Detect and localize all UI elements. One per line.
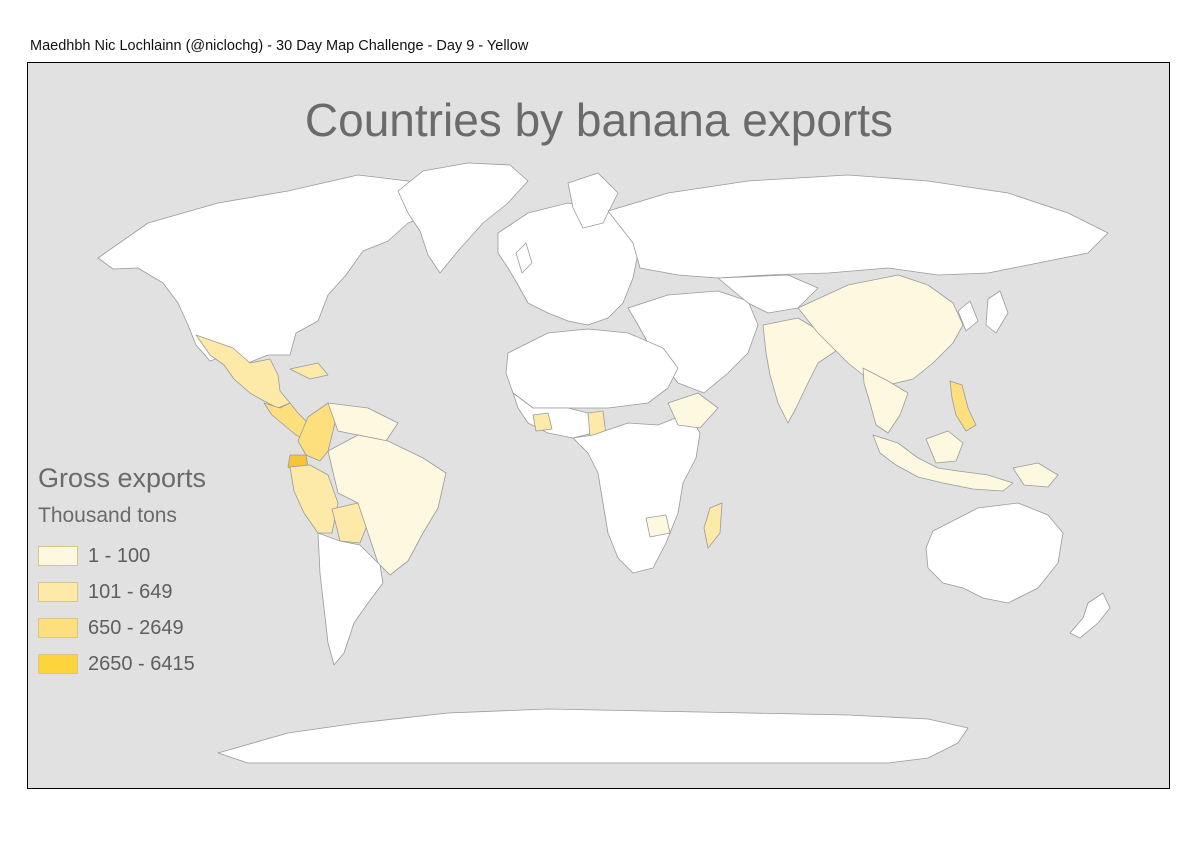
australia <box>925 502 1064 604</box>
legend-item: 101 - 649 <box>38 574 258 610</box>
venezuela-guyanas <box>327 402 399 442</box>
southern-cone <box>317 532 384 666</box>
madagascar <box>703 502 723 549</box>
legend-subtitle: Thousand tons <box>38 504 177 527</box>
legend-title: Gross exports <box>38 463 207 493</box>
bolivia <box>331 502 369 544</box>
british-isles <box>515 242 533 274</box>
antarctica <box>217 708 969 764</box>
map-frame: Countries by banana exports Gross export… <box>27 62 1170 789</box>
map-title: Countries by banana exports <box>304 94 894 146</box>
legend-item: 2650 - 6415 <box>38 646 258 682</box>
russia <box>607 174 1109 279</box>
world-map <box>97 162 1111 764</box>
caribbean-islands <box>289 362 329 380</box>
legend-swatch <box>38 546 78 566</box>
legend-label: 2650 - 6415 <box>88 652 195 675</box>
legend-label: 1 - 100 <box>88 544 151 567</box>
cote-divoire <box>532 412 553 432</box>
brazil <box>327 434 447 576</box>
legend-label: 650 - 2649 <box>88 616 184 639</box>
legend-item: 1 - 100 <box>38 538 258 574</box>
greenland <box>397 162 529 274</box>
new-zealand <box>1069 592 1111 639</box>
mexico <box>195 334 291 409</box>
legend-item: 650 - 2649 <box>38 610 258 646</box>
legend-label: 101 - 649 <box>88 580 173 603</box>
map-credit: Maedhbh Nic Lochlainn (@niclochg) - 30 D… <box>30 38 529 54</box>
legend-swatch <box>38 618 78 638</box>
central-southern-africa <box>572 412 701 574</box>
scandinavia <box>567 172 619 229</box>
north-america <box>97 174 449 364</box>
land-masses <box>97 162 1111 764</box>
korea-japan <box>957 290 1009 334</box>
peru <box>289 464 339 534</box>
borneo <box>925 430 964 464</box>
malaysia-indonesia <box>872 434 1014 492</box>
philippines <box>949 380 977 432</box>
new-guinea <box>1012 462 1059 488</box>
west-africa <box>512 392 594 439</box>
legend-swatch <box>38 582 78 602</box>
zimbabwe <box>645 514 671 538</box>
legend-swatch <box>38 654 78 674</box>
mainland-southeast-asia <box>862 367 909 434</box>
china <box>797 274 964 386</box>
horn-of-africa <box>667 392 719 429</box>
legend: Gross exports Thousand tons 1 - 100 101 … <box>38 463 258 682</box>
